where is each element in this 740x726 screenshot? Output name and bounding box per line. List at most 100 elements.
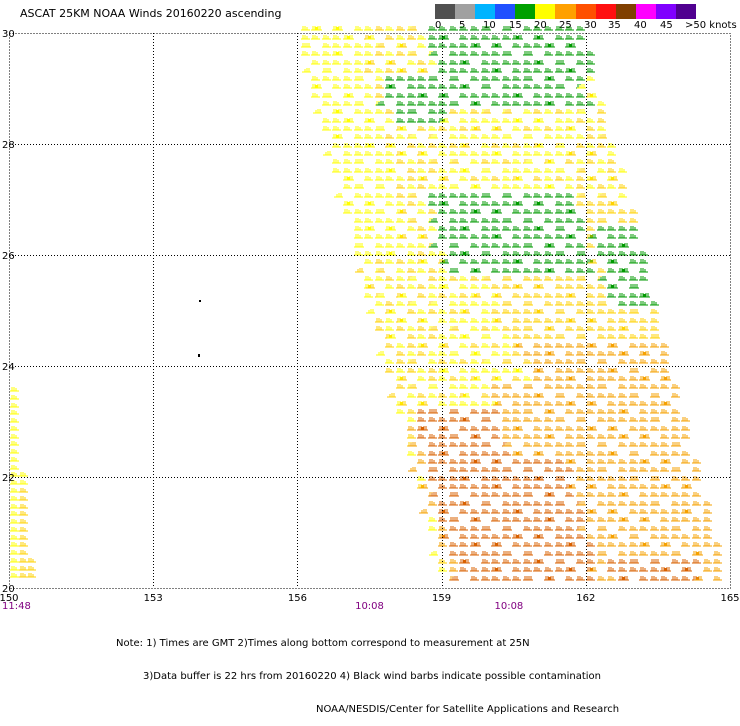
wind-barb <box>472 542 481 547</box>
wind-barb <box>10 403 19 408</box>
wind-barb <box>660 534 669 539</box>
wind-barb <box>502 476 511 481</box>
wind-barb <box>565 134 574 139</box>
wind-barb <box>555 376 564 381</box>
wind-barb <box>523 334 532 339</box>
wind-barb <box>491 101 500 106</box>
wind-barb <box>385 26 394 31</box>
wind-barb <box>417 434 426 439</box>
wind-barb <box>629 467 638 472</box>
wind-barb <box>639 359 648 364</box>
wind-barb <box>502 226 511 231</box>
wind-barb <box>533 526 542 531</box>
wind-barb <box>512 351 521 356</box>
wind-barb <box>459 209 468 214</box>
wind-barb <box>438 226 447 231</box>
wind-barb <box>597 251 606 256</box>
wind-barb <box>450 409 459 414</box>
wind-barb <box>535 559 544 564</box>
wind-barb <box>470 467 479 472</box>
wind-barb <box>481 118 490 123</box>
wind-barb <box>662 401 671 406</box>
wind-barb <box>417 226 426 231</box>
wind-barb <box>19 550 28 555</box>
legend-swatch <box>555 4 576 19</box>
wind-barb <box>407 168 416 173</box>
wind-barb <box>502 101 511 106</box>
wind-barb <box>470 68 479 73</box>
wind-barb <box>523 318 532 323</box>
wind-barb <box>417 293 426 298</box>
wind-barb <box>301 26 310 31</box>
wind-barb <box>419 426 428 431</box>
wind-barb <box>641 376 650 381</box>
wind-barb <box>428 368 437 373</box>
wind-barb <box>651 559 660 564</box>
wind-barb <box>618 476 627 481</box>
wind-barb <box>586 118 595 123</box>
wind-barb <box>544 259 553 264</box>
wind-barb <box>10 418 19 423</box>
wind-barb <box>703 526 712 531</box>
wind-barb <box>438 43 447 48</box>
wind-barb <box>366 35 375 40</box>
wind-barb <box>533 259 542 264</box>
wind-barb <box>440 176 449 181</box>
wind-barb <box>639 334 648 339</box>
wind-barb <box>398 376 407 381</box>
wind-barb <box>576 176 585 181</box>
wind-barb <box>639 409 648 414</box>
wind-barb <box>376 43 385 48</box>
lon-label: 159 <box>432 593 451 604</box>
note-line-1: Note: 1) Times are GMT 2)Times along bot… <box>116 638 530 649</box>
wind-barb <box>481 93 490 98</box>
footnotes: Note: 1) Times are GMT 2)Times along bot… <box>116 616 619 726</box>
wind-barb <box>660 551 669 556</box>
wind-barb <box>597 168 606 173</box>
wind-barb <box>512 209 521 214</box>
wind-barb <box>524 467 533 472</box>
wind-barb <box>586 293 595 298</box>
wind-barb <box>408 193 417 198</box>
wind-barb <box>565 159 574 164</box>
wind-barb <box>703 534 712 539</box>
wind-barb <box>618 384 627 389</box>
wind-barb <box>607 393 616 398</box>
wind-barb <box>533 501 542 506</box>
wind-barb <box>629 334 638 339</box>
wind-barb <box>607 434 616 439</box>
wind-barb <box>713 542 722 547</box>
wind-barb <box>396 284 405 289</box>
wind-barb <box>354 234 363 239</box>
wind-barb <box>607 209 616 214</box>
wind-barb <box>586 268 595 273</box>
wind-barb <box>472 351 481 356</box>
wind-barb <box>565 35 574 40</box>
wind-barb <box>459 151 468 156</box>
wind-barb <box>660 442 669 447</box>
wind-barb <box>417 84 426 89</box>
legend-swatch <box>455 4 476 19</box>
wind-barb <box>565 451 574 456</box>
wind-barb <box>523 209 532 214</box>
wind-barb <box>385 118 394 123</box>
wind-barb <box>514 35 523 40</box>
wind-barb <box>514 451 523 456</box>
wind-barb <box>503 276 512 281</box>
wind-barb <box>639 509 648 514</box>
wind-barb <box>417 243 426 248</box>
wind-barb <box>459 259 468 264</box>
wind-barb <box>407 343 416 348</box>
legend-label: 5 <box>459 20 466 31</box>
wind-barb <box>597 126 606 131</box>
pass-time: 10:08 <box>355 601 384 612</box>
wind-barb <box>470 109 479 114</box>
wind-barb <box>523 484 532 489</box>
wind-barb <box>334 193 343 198</box>
wind-barb <box>681 576 690 581</box>
wind-barb <box>586 68 595 73</box>
wind-barb <box>428 434 437 439</box>
wind-barb <box>375 84 384 89</box>
wind-barb <box>629 226 638 231</box>
wind-barb <box>481 401 490 406</box>
